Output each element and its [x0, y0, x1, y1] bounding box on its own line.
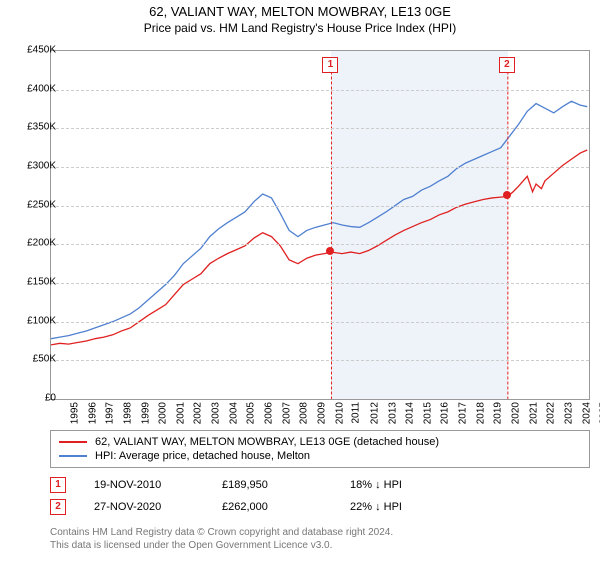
- event-price: £189,950: [222, 479, 322, 491]
- x-axis-label: 2022: [546, 402, 557, 424]
- x-axis-label: 2006: [263, 402, 274, 424]
- grid-line: [51, 283, 589, 284]
- x-axis-label: 2010: [334, 402, 345, 424]
- x-axis-label: 2007: [281, 402, 292, 424]
- x-axis-label: 2021: [528, 402, 539, 424]
- event-marker-box: 1: [322, 57, 338, 73]
- event-marker-box: 2: [499, 57, 515, 73]
- x-axis-label: 2000: [157, 402, 168, 424]
- legend-label: HPI: Average price, detached house, Melt…: [95, 450, 310, 462]
- x-axis-label: 1998: [122, 402, 133, 424]
- x-axis-label: 2011: [351, 402, 362, 424]
- y-axis-label: £150K: [14, 277, 56, 288]
- x-axis-label: 2009: [316, 402, 327, 424]
- x-axis-label: 1999: [140, 402, 151, 424]
- event-date: 19-NOV-2010: [94, 479, 194, 491]
- chart-lines: [51, 51, 589, 399]
- x-axis-label: 2004: [228, 402, 239, 424]
- legend-row: HPI: Average price, detached house, Melt…: [59, 449, 581, 463]
- chart-plot-area: [50, 50, 590, 400]
- x-axis-label: 2017: [457, 402, 468, 424]
- footer-line1: Contains HM Land Registry data © Crown c…: [50, 526, 590, 539]
- x-axis-label: 2001: [175, 402, 186, 424]
- x-axis-label: 2020: [510, 402, 521, 424]
- x-axis-label: 2002: [193, 402, 204, 424]
- y-axis-label: £200K: [14, 238, 56, 249]
- x-axis-label: 2014: [404, 402, 415, 424]
- event-price: £262,000: [222, 501, 322, 513]
- grid-line: [51, 322, 589, 323]
- x-axis-label: 2023: [563, 402, 574, 424]
- x-axis-label: 2008: [299, 402, 310, 424]
- footer-text: Contains HM Land Registry data © Crown c…: [50, 526, 590, 552]
- x-axis-label: 2005: [246, 402, 257, 424]
- event-date: 27-NOV-2020: [94, 501, 194, 513]
- x-axis-label: 2003: [210, 402, 221, 424]
- event-row: 2 27-NOV-2020 £262,000 22% ↓ HPI: [50, 496, 590, 518]
- event-point: [326, 247, 334, 255]
- y-axis-label: £450K: [14, 45, 56, 56]
- x-axis-label: 1996: [87, 402, 98, 424]
- event-id-box: 2: [50, 499, 66, 515]
- series-line: [51, 150, 587, 345]
- y-axis-label: £400K: [14, 83, 56, 94]
- x-axis-label: 2013: [387, 402, 398, 424]
- x-axis-label: 1995: [69, 402, 80, 424]
- chart-title: 62, VALIANT WAY, MELTON MOWBRAY, LE13 0G…: [0, 4, 600, 19]
- y-axis-label: £100K: [14, 315, 56, 326]
- legend-swatch: [59, 455, 87, 457]
- event-row: 1 19-NOV-2010 £189,950 18% ↓ HPI: [50, 474, 590, 496]
- legend-label: 62, VALIANT WAY, MELTON MOWBRAY, LE13 0G…: [95, 436, 439, 448]
- legend-row: 62, VALIANT WAY, MELTON MOWBRAY, LE13 0G…: [59, 435, 581, 449]
- footer-line2: This data is licensed under the Open Gov…: [50, 539, 590, 552]
- grid-line: [51, 90, 589, 91]
- grid-line: [51, 128, 589, 129]
- y-axis-label: £300K: [14, 161, 56, 172]
- series-line: [51, 101, 587, 338]
- events-table: 1 19-NOV-2010 £189,950 18% ↓ HPI 2 27-NOV-202…: [50, 474, 590, 518]
- x-axis-label: 2015: [422, 402, 433, 424]
- event-point: [503, 191, 511, 199]
- y-axis-label: £50K: [14, 354, 56, 365]
- x-axis-label: 2019: [493, 402, 504, 424]
- event-id-box: 1: [50, 477, 66, 493]
- x-axis-label: 2018: [475, 402, 486, 424]
- x-axis-label: 2024: [581, 402, 592, 424]
- grid-line: [51, 244, 589, 245]
- grid-line: [51, 167, 589, 168]
- grid-line: [51, 206, 589, 207]
- x-axis-label: 2012: [369, 402, 380, 424]
- chart-subtitle: Price paid vs. HM Land Registry's House …: [0, 21, 600, 35]
- y-axis-label: £350K: [14, 122, 56, 133]
- x-axis-label: 2016: [440, 402, 451, 424]
- x-axis-label: 1997: [105, 402, 116, 424]
- event-hpi-delta: 18% ↓ HPI: [350, 479, 450, 491]
- y-axis-label: £0: [14, 393, 56, 404]
- y-axis-label: £250K: [14, 199, 56, 210]
- grid-line: [51, 360, 589, 361]
- event-hpi-delta: 22% ↓ HPI: [350, 501, 450, 513]
- legend-swatch: [59, 441, 87, 443]
- legend: 62, VALIANT WAY, MELTON MOWBRAY, LE13 0G…: [50, 430, 590, 468]
